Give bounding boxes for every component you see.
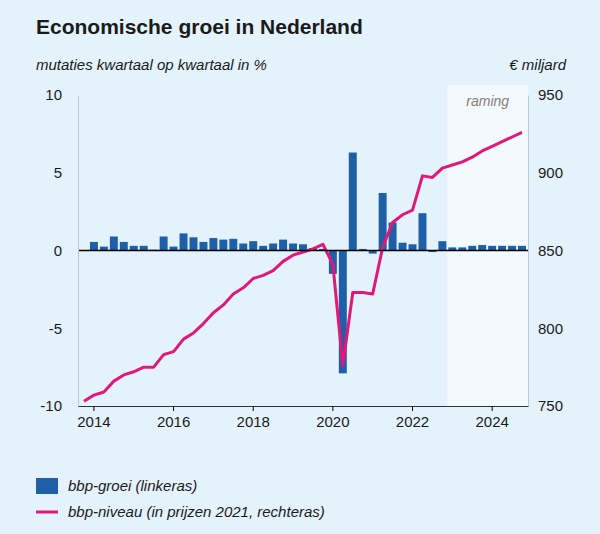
- y-axis: -10 -5 0 5 10: [40, 86, 78, 414]
- line: [84, 132, 522, 401]
- bar: [289, 244, 297, 251]
- bar: [209, 238, 217, 250]
- bar: [349, 153, 357, 251]
- tick-label: 950: [538, 86, 563, 103]
- tick: 800: [528, 320, 563, 337]
- tick: 2024: [475, 406, 508, 430]
- y2-axis-title: € miljard: [509, 56, 566, 73]
- bar: [249, 241, 257, 250]
- tick-label: 2014: [77, 413, 110, 430]
- forecast-label: raming: [466, 93, 509, 109]
- tick: 2016: [157, 406, 190, 430]
- bar: [90, 242, 98, 251]
- bar: [199, 242, 207, 251]
- bar: [239, 244, 247, 251]
- tick-label: 900: [538, 164, 563, 181]
- zero-line: [78, 250, 528, 252]
- bar: [180, 233, 188, 250]
- bar: [418, 213, 426, 250]
- bar: [478, 245, 486, 250]
- legend-label: bbp-groei (linkeras): [68, 477, 197, 494]
- bar: [299, 244, 307, 250]
- plot-area: [84, 132, 526, 401]
- tick-label: -10: [40, 397, 62, 414]
- x-axis-line: [79, 406, 529, 407]
- bar: [120, 242, 128, 251]
- legend-label: bbp-niveau (in prijzen 2021, rechteras): [68, 503, 325, 520]
- x-axis: 2014 2016 2018 2020 2022 2024: [77, 406, 528, 430]
- y-axis-line: [78, 96, 79, 407]
- tick-label: 5: [54, 164, 62, 181]
- tick-mark: [253, 406, 254, 411]
- tick: 2022: [396, 406, 429, 430]
- bar: [409, 244, 417, 250]
- bar: [110, 237, 118, 251]
- bar: [219, 240, 227, 251]
- tick: 2018: [237, 406, 270, 430]
- tick: 950: [528, 86, 563, 103]
- y-axis-title: mutaties kwartaal op kwartaal in %: [36, 56, 267, 73]
- bar: [279, 240, 287, 251]
- tick: 850: [528, 242, 563, 259]
- title: Economische groei in Nederland: [36, 15, 363, 38]
- tick-mark: [173, 406, 174, 411]
- tick: 0: [54, 242, 78, 259]
- bar: [399, 243, 407, 251]
- bar: [160, 237, 168, 251]
- tick-label: 850: [538, 242, 563, 259]
- tick-label: 750: [538, 397, 563, 414]
- bar: [190, 237, 198, 250]
- y2-axis: 750 800 850 900 950: [528, 86, 563, 414]
- tick-label: 10: [45, 86, 62, 103]
- tick-label: 2020: [316, 413, 349, 430]
- tick-label: 2022: [396, 413, 429, 430]
- y2-axis-line: [528, 96, 529, 407]
- tick-label: 2018: [237, 413, 270, 430]
- tick: 10: [45, 86, 78, 103]
- bar: [269, 244, 277, 251]
- chart: raming Economische groei in Nederland muta…: [0, 0, 600, 534]
- background: [0, 0, 600, 534]
- tick: 2014: [77, 406, 110, 430]
- tick-label: 800: [538, 320, 563, 337]
- legend-swatch: [36, 511, 58, 514]
- tick: 900: [528, 164, 563, 181]
- tick-mark: [492, 406, 493, 411]
- forecast-area: [447, 85, 528, 406]
- tick: 5: [54, 164, 78, 181]
- tick-mark: [332, 406, 333, 411]
- bar: [229, 239, 237, 251]
- tick-mark: [93, 406, 94, 411]
- tick-label: -5: [49, 320, 62, 337]
- tick-label: 0: [54, 242, 62, 259]
- tick: -10: [40, 397, 78, 414]
- tick-mark: [412, 406, 413, 411]
- tick-label: 2016: [157, 413, 190, 430]
- bar: [438, 241, 446, 250]
- tick-label: 2024: [475, 413, 508, 430]
- legend: bbp-groei (linkeras) bbp-niveau (in prijz…: [36, 477, 325, 520]
- legend-swatch: [36, 478, 58, 494]
- tick: -5: [49, 320, 78, 337]
- tick: 750: [528, 397, 563, 414]
- tick: 2020: [316, 406, 349, 430]
